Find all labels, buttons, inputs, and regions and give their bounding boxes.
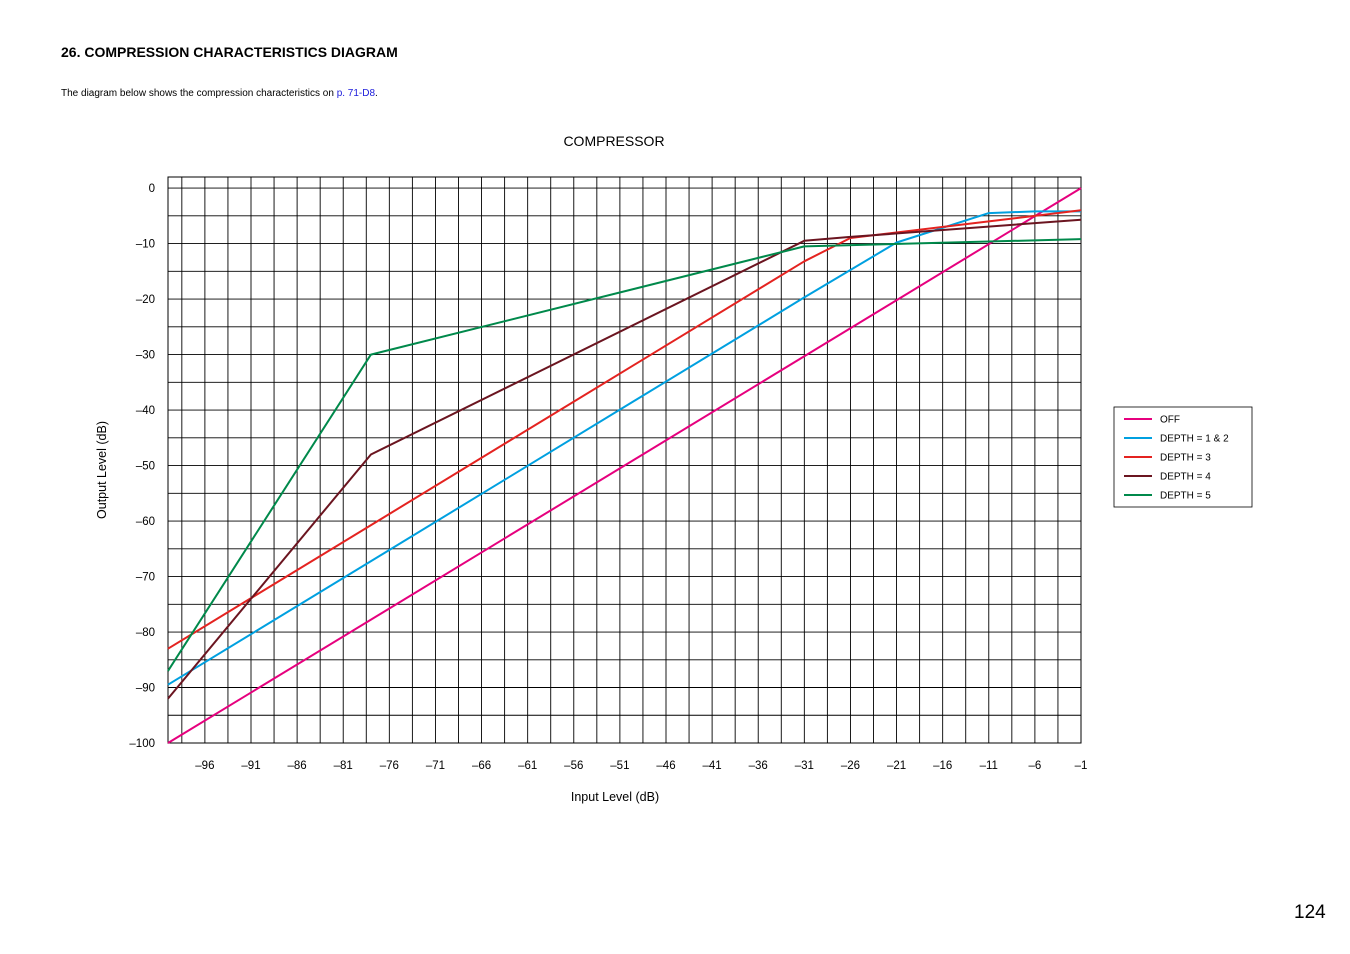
x-tick-label: –21: [887, 760, 906, 772]
x-tick-label: –31: [795, 760, 814, 772]
x-tick-label: –46: [656, 760, 675, 772]
legend-entry: OFF: [1160, 415, 1180, 426]
series-line-depth-3: [167, 209, 1082, 650]
legend-entry: DEPTH = 3: [1160, 453, 1211, 464]
y-axis-ticks: 0 –10 –20 –30 –40 –50 –60 –70 –80 –90 –100: [129, 183, 155, 750]
x-tick-label: –96: [195, 760, 214, 772]
page-reference-link[interactable]: p. 71-D8: [336, 88, 376, 99]
legend-entry: DEPTH = 5: [1160, 491, 1211, 502]
y-tick-label: –80: [136, 627, 155, 639]
legend-entry: DEPTH = 4: [1160, 472, 1211, 483]
chart-legend: OFF DEPTH = 1 & 2 DEPTH = 3 DEPTH = 4 DEPTH …: [1113, 406, 1253, 508]
y-tick-label: –100: [129, 738, 155, 750]
series-line-depth-4: [167, 218, 1082, 700]
x-tick-label: –81: [334, 760, 353, 772]
plot-frame: [167, 176, 1082, 744]
y-tick-label: –70: [136, 572, 155, 584]
intro-text-suffix: .: [375, 88, 378, 99]
page-number: 124: [1294, 902, 1326, 923]
x-tick-label: –41: [703, 760, 722, 772]
x-axis-ticks: –96 –91 –86 –81 –76 –71 –66 –61 –56 –51 –46 –41 –36 –…: [195, 760, 1087, 772]
chart-grid: [167, 176, 1082, 744]
x-tick-label: –1: [1075, 760, 1088, 772]
x-tick-label: –76: [380, 760, 399, 772]
y-tick-label: –40: [136, 405, 155, 417]
y-tick-label: –60: [136, 516, 155, 528]
intro-text: The diagram below shows the compression …: [61, 88, 378, 99]
x-axis-label: Input Level (dB): [571, 790, 659, 804]
y-tick-label: 0: [149, 183, 155, 195]
x-tick-label: –11: [980, 760, 998, 772]
y-tick-label: –20: [136, 294, 155, 306]
chart-title: COMPRESSOR: [563, 133, 664, 149]
series-line-depth-5: [167, 238, 1082, 672]
x-tick-label: –51: [610, 760, 629, 772]
section-heading: 26. COMPRESSION CHARACTERISTICS DIAGRAM: [61, 44, 398, 60]
series-line-depth-1-2: [167, 210, 1081, 686]
x-tick-label: –71: [426, 760, 445, 772]
y-tick-label: –10: [136, 239, 155, 251]
chart-series: [167, 187, 1082, 744]
x-tick-label: –26: [841, 760, 860, 772]
series-line-off: [167, 187, 1082, 744]
y-tick-label: –90: [136, 683, 155, 695]
y-axis-label: Output Level (dB): [95, 421, 109, 519]
x-tick-label: –6: [1028, 760, 1041, 772]
x-tick-label: –16: [933, 760, 952, 772]
x-tick-label: –86: [288, 760, 307, 772]
x-tick-label: –56: [564, 760, 583, 772]
intro-text-body: The diagram below shows the compression …: [61, 88, 337, 99]
x-tick-label: –36: [749, 760, 768, 772]
y-tick-label: –50: [136, 461, 155, 473]
x-tick-label: –61: [518, 760, 537, 772]
y-tick-label: –30: [136, 350, 155, 362]
x-tick-label: –91: [241, 760, 260, 772]
x-tick-label: –66: [472, 760, 491, 772]
legend-entry: DEPTH = 1 & 2: [1160, 434, 1229, 445]
